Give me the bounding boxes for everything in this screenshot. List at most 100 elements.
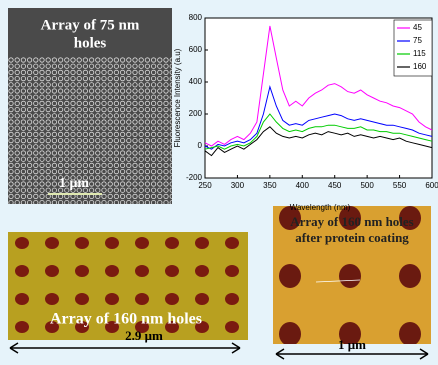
hole: [8, 131, 14, 137]
hole: [107, 200, 113, 204]
y-tick-label: 0: [198, 141, 203, 150]
hole: [145, 225, 149, 229]
hole: [34, 213, 38, 217]
hole: [8, 162, 14, 168]
hole: [64, 57, 70, 63]
hole: [95, 69, 101, 76]
hole: [14, 200, 20, 204]
hole: [20, 63, 26, 69]
hole: [45, 69, 51, 76]
hole: [58, 207, 62, 211]
hole: [45, 94, 51, 100]
hole: [126, 156, 132, 162]
hole: [95, 169, 101, 175]
hole: [138, 175, 144, 181]
hole: [89, 131, 95, 137]
hole: [57, 162, 64, 168]
hole: [138, 63, 144, 69]
hole: [138, 144, 144, 150]
hole: [20, 69, 26, 76]
hole: [132, 88, 138, 94]
hole: [170, 225, 174, 229]
hole: [132, 150, 138, 156]
hole: [8, 138, 14, 144]
hole: [145, 213, 149, 217]
hole: [157, 113, 163, 119]
hole: [64, 175, 70, 181]
hole: [95, 119, 101, 125]
hole: [169, 138, 172, 144]
hole: [151, 225, 155, 229]
hole: [27, 207, 31, 211]
hole: [14, 57, 20, 63]
hole: [82, 69, 89, 76]
hole: [151, 138, 157, 144]
hole: [70, 119, 76, 125]
hole: [120, 94, 126, 100]
hole: [113, 113, 120, 119]
hole: [151, 125, 157, 131]
hole: [27, 200, 33, 204]
hole: [57, 94, 64, 100]
hole: [138, 162, 144, 168]
hole: [26, 175, 33, 181]
hole: [139, 225, 143, 229]
hole: [75, 237, 89, 249]
hole: [70, 187, 76, 193]
hole: [20, 131, 26, 137]
hole: [144, 94, 150, 100]
hole: [89, 150, 95, 156]
hole: [157, 94, 163, 100]
x-tick-label: 600: [425, 181, 438, 190]
hole: [120, 138, 126, 144]
hole: [45, 293, 59, 305]
hole: [89, 57, 95, 63]
hole: [83, 207, 87, 211]
hole: [132, 131, 138, 137]
hole: [163, 107, 169, 113]
hole: [126, 113, 132, 119]
hole: [151, 213, 155, 217]
hole: [225, 321, 239, 333]
hole: [39, 187, 45, 193]
hole: [138, 88, 144, 94]
hole: [39, 181, 45, 187]
hole: [20, 138, 26, 144]
hole: [139, 213, 143, 217]
series-line: [204, 84, 433, 150]
hole: [163, 63, 169, 69]
hole: [169, 113, 172, 119]
hole: [14, 119, 20, 125]
hole: [52, 207, 56, 211]
hole: [157, 119, 163, 125]
hole: [120, 181, 126, 187]
hole: [14, 162, 20, 168]
hole: [107, 57, 113, 63]
hole: [164, 207, 168, 211]
hole: [8, 175, 14, 181]
hole: [8, 113, 14, 119]
hole: [126, 82, 132, 88]
hole: [51, 138, 58, 144]
hole: [33, 181, 39, 187]
hole: [8, 150, 14, 156]
hole: [126, 175, 132, 181]
hole: [157, 187, 163, 193]
hole: [107, 63, 113, 69]
hole: [144, 156, 150, 162]
hole: [45, 181, 51, 187]
hole: [95, 162, 101, 168]
sem-label: holes: [74, 35, 107, 51]
hole: [120, 213, 124, 217]
hole: [64, 63, 70, 69]
hole: [144, 63, 150, 69]
hole: [138, 138, 144, 144]
hole: [20, 150, 26, 156]
hole: [95, 88, 101, 94]
hole: [120, 69, 126, 76]
hole: [163, 144, 169, 150]
hole: [89, 225, 93, 229]
hole: [82, 156, 89, 162]
hole: [158, 225, 162, 229]
hole: [51, 119, 58, 125]
